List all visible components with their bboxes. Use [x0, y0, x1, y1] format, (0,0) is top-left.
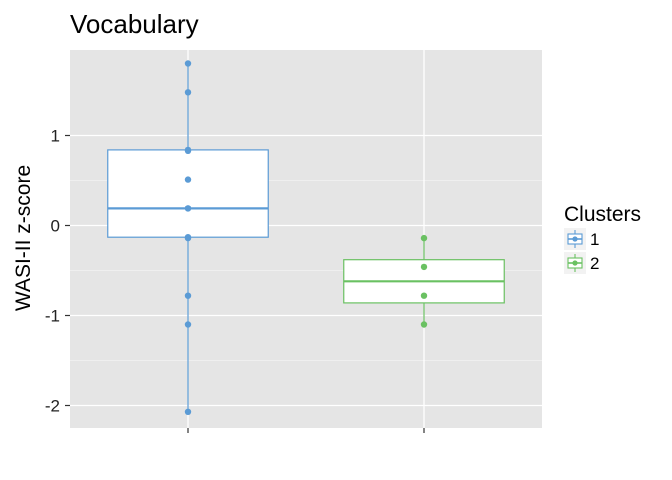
y-tick-label: -2: [45, 397, 60, 416]
legend-title: Clusters: [564, 203, 641, 226]
data-point: [184, 60, 192, 67]
y-tick-label: -1: [45, 307, 60, 326]
y-tick-label: 1: [51, 127, 60, 146]
chart-title: Vocabulary: [70, 9, 199, 39]
box-body: [107, 149, 269, 238]
legend-entry-1: 1: [564, 228, 599, 250]
data-point: [184, 147, 192, 154]
legend-entry-2: 2: [564, 252, 599, 274]
data-point: [420, 263, 428, 271]
y-axis-label: WASI-II z-score: [12, 165, 35, 311]
data-point: [184, 408, 192, 415]
y-tick-label: 0: [51, 217, 60, 236]
data-point: [420, 292, 428, 299]
data-point: [184, 321, 192, 328]
data-point: [184, 234, 192, 242]
plot-panel: [70, 50, 542, 428]
legend: Clusters 1 2: [564, 203, 641, 274]
data-point: [184, 205, 192, 212]
box-series-2: [343, 234, 505, 328]
legend-label: 1: [590, 230, 599, 249]
boxes: [107, 60, 505, 415]
axes: -2 -1 0 1: [45, 127, 425, 433]
legend-key-point: [572, 260, 578, 266]
data-point: [420, 234, 428, 242]
legend-key-point: [572, 236, 578, 242]
legend-label: 2: [590, 254, 599, 273]
data-point: [184, 89, 192, 96]
data-point: [420, 321, 428, 328]
data-point: [184, 176, 192, 183]
data-point: [184, 292, 192, 299]
box-series-1: [107, 60, 269, 415]
